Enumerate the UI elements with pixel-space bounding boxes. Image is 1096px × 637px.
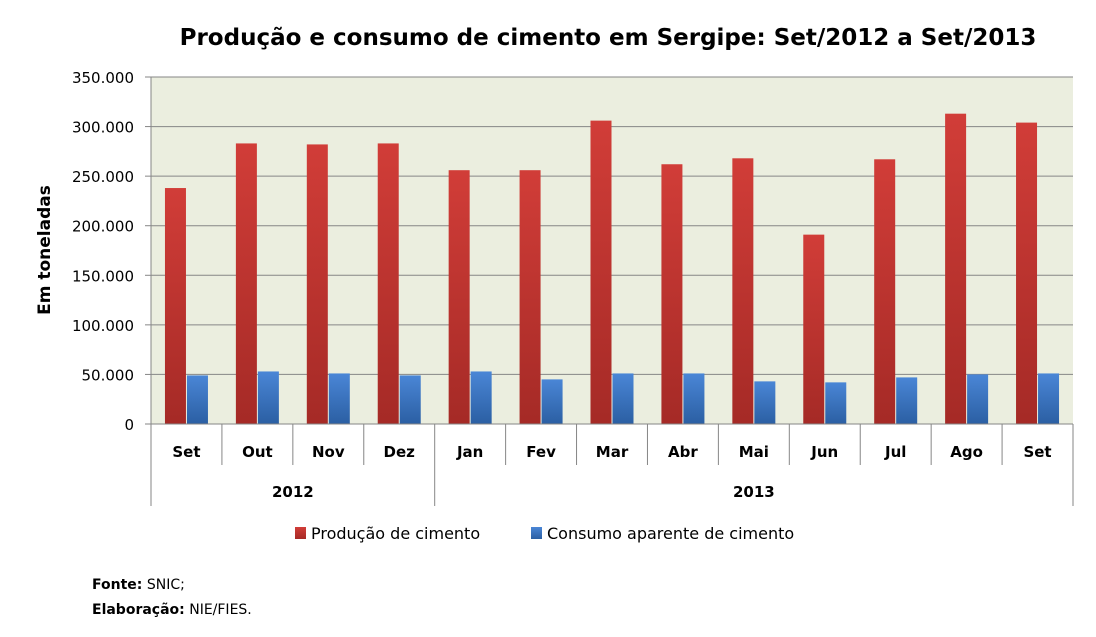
y-axis-label: Em toneladas [35,185,55,315]
legend-swatch-consumption [531,527,542,539]
bar-production-dez-3 [377,143,399,424]
y-tick-label: 0 [124,416,134,434]
x-tick-label: Mai [739,443,769,461]
bar-production-ago-11 [945,113,967,424]
plot-area [151,77,1073,424]
bar-consumption-fev-5 [541,379,563,424]
x-tick-label: Out [242,443,273,461]
bar-consumption-mai-8 [754,381,776,424]
legend-label-consumption: Consumo aparente de cimento [547,524,794,543]
source-value: SNIC; [146,577,185,593]
bar-production-set-12 [1016,122,1038,424]
bar-production-jan-4 [448,170,470,424]
x-tick-label: Set [1023,443,1051,461]
x-tick-label: Abr [668,443,698,461]
bar-consumption-dez-3 [399,375,421,424]
chart-title: Produção e consumo de cimento em Sergipe… [180,25,1037,51]
bar-production-nov-2 [306,144,328,424]
bar-production-jun-9 [803,234,825,424]
bar-consumption-abr-7 [683,373,705,424]
bar-consumption-out-1 [257,371,279,424]
y-tick-label: 50.000 [82,366,135,384]
source-label: Fonte: [92,577,143,593]
x-axis: Set Out Nov Dez Jan Fev Mar Abr Mai Jun Jul Ago Set 2… [150,423,1074,506]
bar-consumption-set-12 [1038,373,1060,424]
bar-consumption-nov-2 [328,373,350,424]
x-tick-label: Jun [810,443,838,461]
bar-production-out-1 [235,143,257,424]
y-axis-ticks: 0 50.000 100.000 150.000 200.000 250.000 300.0… [72,69,152,434]
legend: Produção de cimento Consumo aparente de … [295,524,794,543]
elaboration-line: Elaboração: NIE/FIES. [92,602,252,618]
bar-consumption-mar-6 [612,373,634,424]
legend-swatch-production [295,527,306,539]
x-tick-label: Nov [312,443,345,461]
year-label: 2012 [272,483,314,501]
x-tick-label: Ago [950,443,983,461]
x-tick-label: Dez [384,443,416,461]
elaboration-value: NIE/FIES. [189,602,252,618]
x-tick-label: Mar [596,443,629,461]
x-tick-label: Fev [526,443,556,461]
source-line: Fonte: SNIC; [92,577,185,593]
bar-consumption-jul-10 [896,377,918,424]
bar-production-jul-10 [874,159,896,424]
y-tick-label: 300.000 [72,119,134,137]
y-tick-label: 100.000 [72,317,134,335]
bar-consumption-ago-11 [967,374,989,424]
bar-production-mar-6 [590,120,612,424]
y-tick-label: 200.000 [72,218,134,236]
bars [164,113,1060,424]
elaboration-label: Elaboração: [92,602,185,618]
year-label: 2013 [733,483,775,501]
y-tick-label: 150.000 [72,267,134,285]
bar-production-abr-7 [661,164,683,424]
bar-production-set-0 [164,188,186,424]
bar-production-fev-5 [519,170,541,424]
x-tick-label: Set [172,443,200,461]
gridlines [151,76,1073,375]
bar-consumption-set-0 [186,375,208,424]
x-tick-label: Jan [456,443,483,461]
legend-label-production: Produção de cimento [311,524,480,543]
bar-consumption-jun-9 [825,382,847,424]
y-tick-label: 250.000 [72,168,134,186]
bar-production-mai-8 [732,158,754,424]
x-tick-label: Jul [884,443,906,461]
y-tick-label: 350.000 [72,69,134,87]
bar-consumption-jan-4 [470,371,492,424]
